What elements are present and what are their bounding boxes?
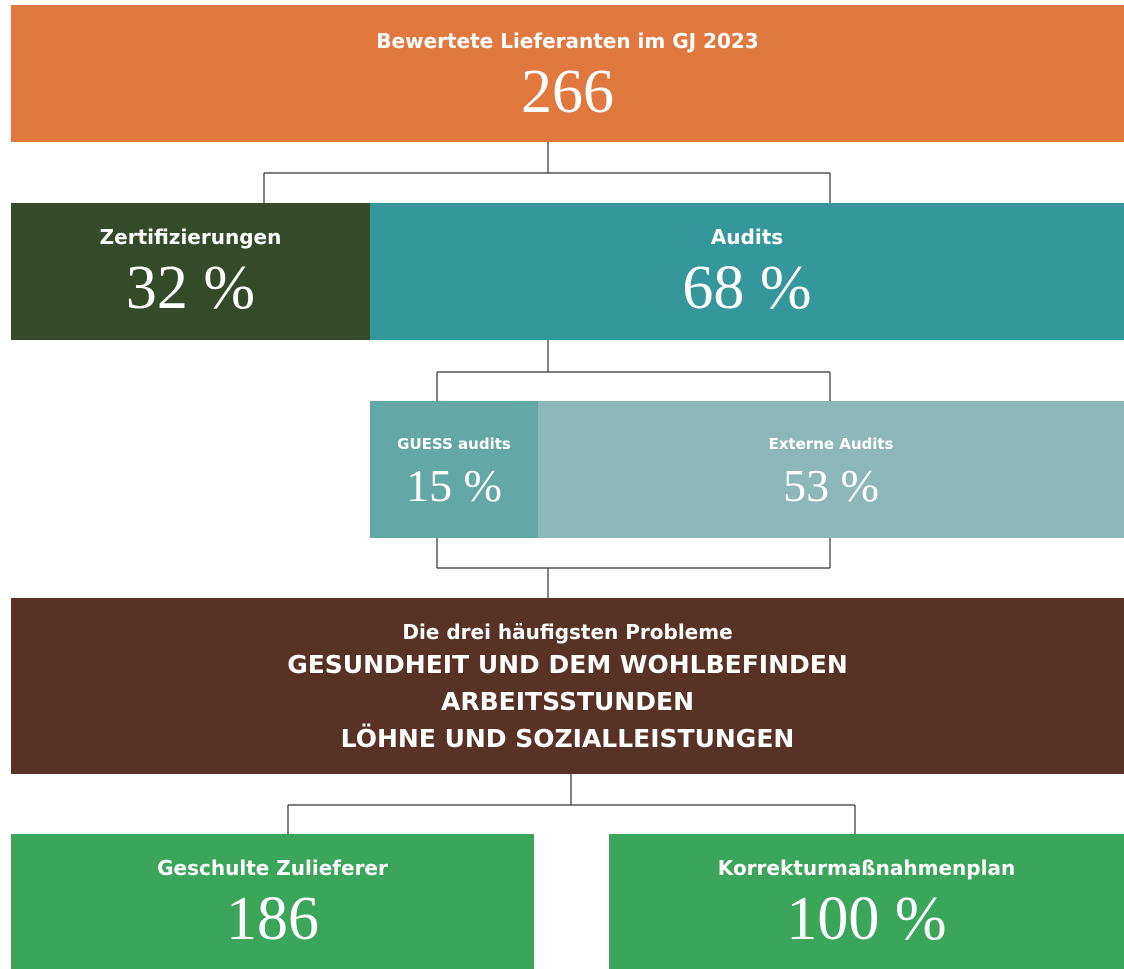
label: Audits [710,225,784,249]
value: 266 [521,58,614,126]
value: 100 % [786,885,947,953]
total-box: Bewertete Lieferanten im GJ 2023 266 [11,5,1124,142]
trained-box: Geschulte Zulieferer 186 [11,834,534,969]
issue: ARBEITSSTUNDEN [440,687,694,716]
guess-box: GUESS audits 15 % [370,401,538,538]
issue: GESUNDHEIT UND DEM WOHLBEFINDEN [287,650,848,679]
label: GUESS audits [397,435,511,453]
value: 53 % [783,460,879,511]
value: 68 % [682,254,812,322]
issues-box: Die drei häufigsten Probleme GESUNDHEIT … [11,598,1124,774]
external-box: Externe Audits 53 % [538,401,1124,538]
label: Korrekturmaßnahmenplan [717,856,1016,880]
label: Externe Audits [768,435,894,453]
value: 186 [226,885,319,953]
label: Die drei häufigsten Probleme [402,620,733,644]
value: 32 % [125,254,256,322]
value: 15 % [406,460,502,511]
audits-box: Audits 68 % [370,203,1124,340]
issue: LÖHNE UND SOZIALLEISTUNGEN [340,724,795,753]
label: Geschulte Zulieferer [157,856,388,880]
label: Zertifizierungen [99,225,282,249]
plan-box: Korrekturmaßnahmenplan 100 % [609,834,1124,969]
cert-box: Zertifizierungen 32 % [11,203,370,340]
label: Bewertete Lieferanten im GJ 2023 [376,29,759,53]
